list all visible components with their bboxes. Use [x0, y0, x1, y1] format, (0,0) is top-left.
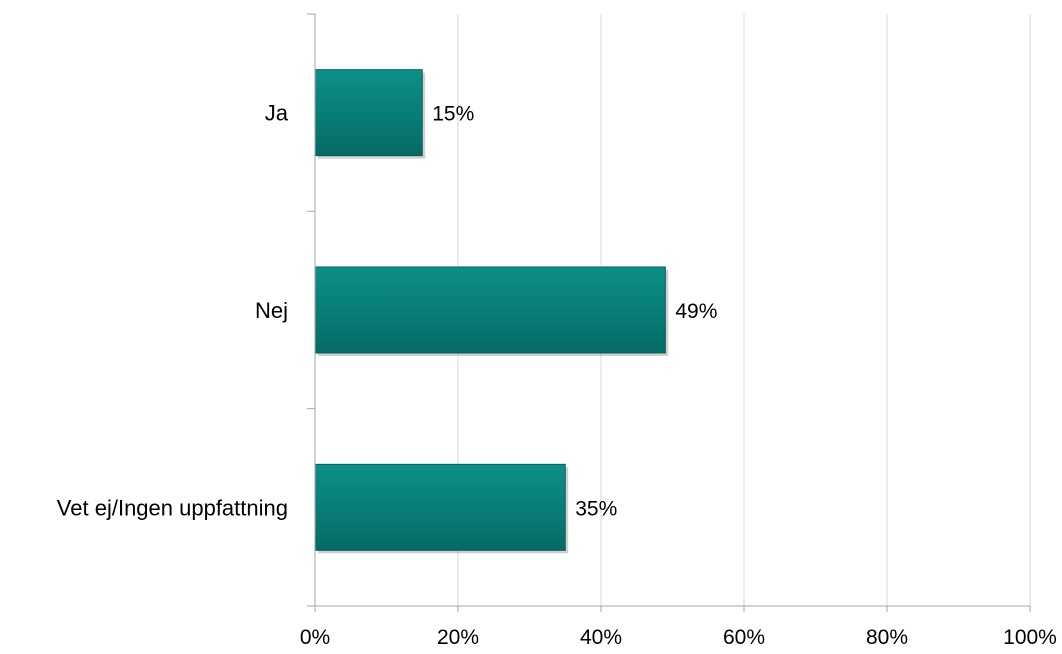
data-label: 15%	[432, 103, 474, 126]
x-tick-label: 80%	[866, 626, 908, 649]
x-tick-label: 20%	[437, 626, 479, 649]
data-label: 49%	[675, 300, 717, 323]
bars	[314, 69, 669, 554]
axes	[307, 13, 1031, 612]
bar-1	[314, 266, 666, 354]
x-tick-label: 0%	[300, 626, 330, 649]
x-tick-label: 40%	[580, 626, 622, 649]
labels: 0% 20% 40% 60% 80% 100% Ja 15% Nej 49% Vet ej/Inge…	[57, 101, 1057, 649]
bar-0	[314, 69, 423, 157]
category-label: Nej	[255, 298, 288, 323]
x-tick-label: 100%	[1003, 626, 1057, 649]
category-label: Vet ej/Ingen uppfattning	[57, 495, 288, 520]
x-tick-label: 60%	[723, 626, 765, 649]
bar-2	[314, 463, 566, 551]
data-label: 35%	[575, 497, 617, 520]
category-label: Ja	[265, 101, 289, 126]
